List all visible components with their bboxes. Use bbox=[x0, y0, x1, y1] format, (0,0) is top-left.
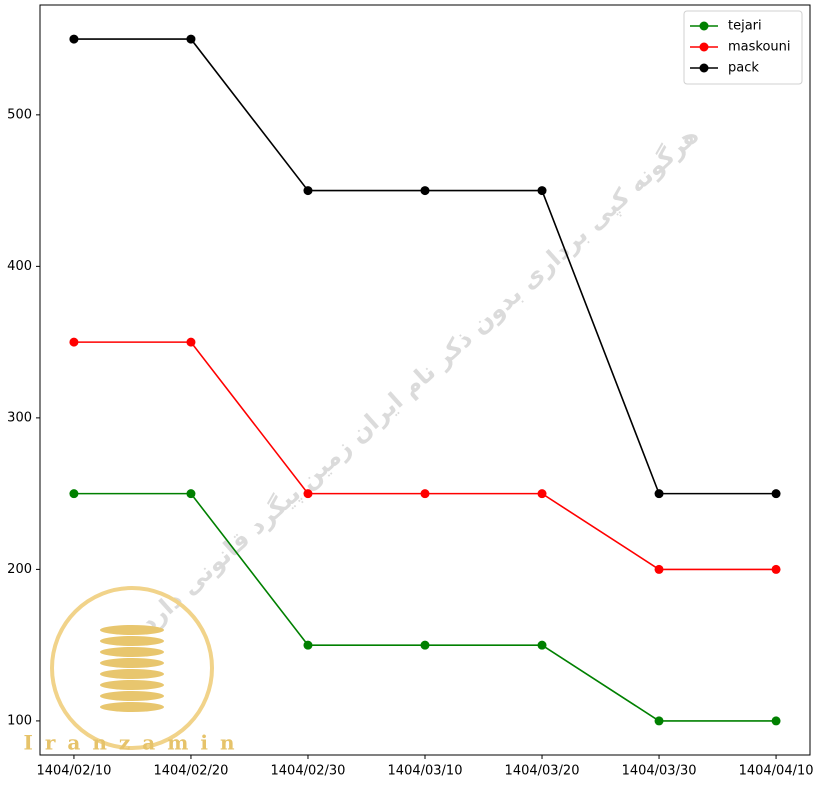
point bbox=[420, 489, 430, 499]
logo-ring bbox=[50, 586, 214, 750]
point bbox=[771, 564, 781, 574]
point bbox=[537, 186, 547, 196]
x-tick-label: 1404/03/20 bbox=[505, 764, 580, 779]
logo-band bbox=[100, 680, 164, 690]
legend-label: tejari bbox=[728, 19, 762, 34]
point bbox=[303, 186, 313, 196]
plot-frame bbox=[39, 4, 811, 756]
logo-band bbox=[100, 691, 164, 701]
y-tick-label: 100 bbox=[7, 713, 32, 728]
point bbox=[69, 337, 79, 347]
point bbox=[303, 640, 313, 650]
point bbox=[69, 489, 79, 499]
point bbox=[186, 34, 196, 44]
x-tick-label: 1404/02/30 bbox=[271, 764, 346, 779]
legend-marker bbox=[699, 21, 709, 31]
y-tick-label: 500 bbox=[7, 107, 32, 122]
x-tick-label: 1404/04/10 bbox=[739, 764, 814, 779]
logo-text: Iranzamin bbox=[23, 731, 246, 755]
logo-band bbox=[100, 625, 164, 635]
y-tick-label: 400 bbox=[7, 259, 32, 274]
legend-label: maskouni bbox=[728, 40, 791, 55]
x-tick-label: 1404/03/30 bbox=[622, 764, 697, 779]
point bbox=[537, 640, 547, 650]
logo-band bbox=[100, 658, 164, 668]
legend-marker bbox=[699, 63, 709, 73]
point bbox=[771, 489, 781, 499]
logo-band bbox=[100, 647, 164, 657]
point bbox=[654, 564, 664, 574]
x-tick-label: 1404/02/20 bbox=[153, 764, 228, 779]
point bbox=[303, 489, 313, 499]
logo-band bbox=[100, 669, 164, 679]
point bbox=[69, 34, 79, 44]
point bbox=[654, 716, 664, 726]
point bbox=[186, 489, 196, 499]
logo-band bbox=[100, 702, 164, 712]
y-tick-label: 200 bbox=[7, 562, 32, 577]
point bbox=[537, 489, 547, 499]
legend-marker bbox=[699, 42, 709, 52]
legend-label: pack bbox=[728, 61, 759, 76]
point bbox=[654, 489, 664, 499]
point bbox=[420, 640, 430, 650]
y-tick-label: 300 bbox=[7, 410, 32, 425]
point bbox=[186, 337, 196, 347]
point bbox=[771, 716, 781, 726]
x-tick-label: 1404/03/10 bbox=[388, 764, 463, 779]
x-tick-label: 1404/02/10 bbox=[36, 764, 111, 779]
point bbox=[420, 186, 430, 196]
logo-band bbox=[100, 636, 164, 646]
legend-box bbox=[683, 10, 803, 85]
